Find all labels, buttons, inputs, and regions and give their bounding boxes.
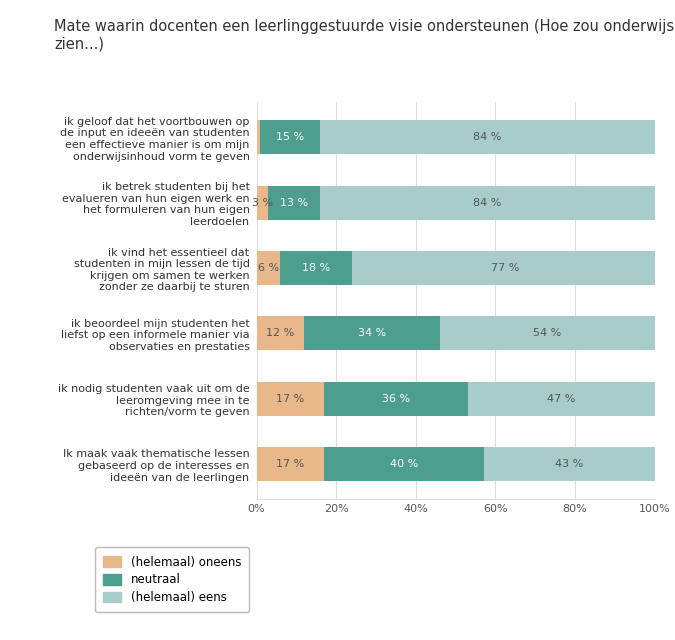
Legend: (helemaal) oneens, neutraal, (helemaal) eens: (helemaal) oneens, neutraal, (helemaal) … [95, 547, 249, 612]
Bar [324, 382, 468, 416]
Text: Mate waarin docenten een leerlinggestuurde visie ondersteunen (Hoe zou onderwijs: Mate waarin docenten een leerlinggestuur… [54, 19, 675, 52]
Text: 12 %: 12 % [266, 328, 294, 339]
Text: 47 %: 47 % [547, 394, 575, 404]
Bar [256, 447, 324, 481]
Text: 54 %: 54 % [533, 328, 562, 339]
Text: 43 %: 43 % [555, 459, 583, 469]
Bar [439, 317, 655, 351]
Text: 40 %: 40 % [389, 459, 418, 469]
Bar [352, 251, 659, 285]
Text: 3 %: 3 % [252, 198, 273, 208]
Text: 77 %: 77 % [491, 263, 520, 273]
Text: 36 %: 36 % [382, 394, 410, 404]
Bar [256, 120, 261, 154]
Text: 84 %: 84 % [473, 132, 502, 143]
Bar [256, 317, 304, 351]
Text: 34 %: 34 % [358, 328, 386, 339]
Bar [304, 317, 439, 351]
Bar [320, 120, 655, 154]
Bar [261, 120, 320, 154]
Bar [320, 186, 655, 220]
Bar [256, 186, 269, 220]
Text: 18 %: 18 % [302, 263, 330, 273]
Bar [483, 447, 655, 481]
Text: 15 %: 15 % [276, 132, 304, 143]
Text: 6 %: 6 % [258, 263, 279, 273]
Text: 17 %: 17 % [276, 459, 304, 469]
Text: 84 %: 84 % [473, 198, 502, 208]
Bar [269, 186, 320, 220]
Bar [256, 251, 280, 285]
Text: 17 %: 17 % [276, 394, 304, 404]
Bar [256, 382, 324, 416]
Bar [468, 382, 655, 416]
Bar [280, 251, 352, 285]
Bar [324, 447, 483, 481]
Text: 13 %: 13 % [280, 198, 308, 208]
